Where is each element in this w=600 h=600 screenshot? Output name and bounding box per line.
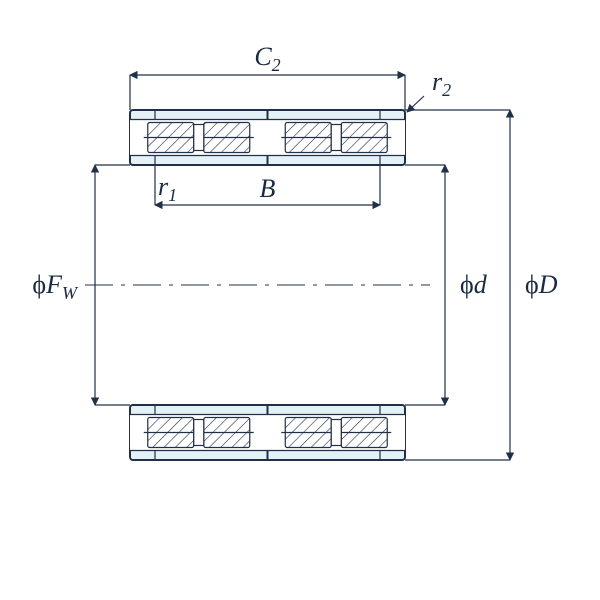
label-Fw: ϕFW [32, 270, 79, 303]
label-r1: r1 [158, 172, 177, 205]
bearing-diagram: C2 BϕFW ϕd ϕD r1 r2 [0, 0, 600, 600]
cross-section [85, 110, 430, 460]
label-r2: r2 [432, 67, 451, 100]
label-d: ϕd [460, 270, 488, 299]
label-B: B [260, 174, 276, 203]
label-C2: C2 [254, 42, 280, 75]
dimension-labels: C2 BϕFW ϕd ϕD r1 r2 [32, 42, 557, 303]
label-D: ϕD [525, 270, 558, 299]
